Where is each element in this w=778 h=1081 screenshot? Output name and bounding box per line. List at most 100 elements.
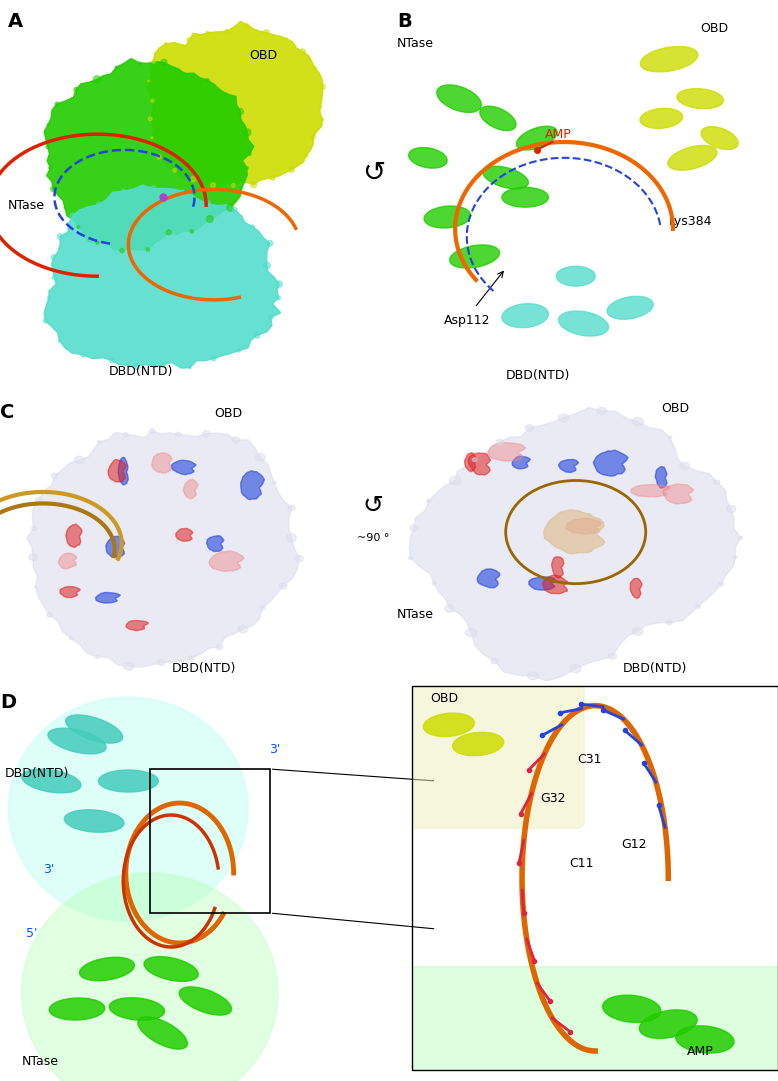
FancyBboxPatch shape xyxy=(405,679,584,828)
Circle shape xyxy=(260,605,265,610)
Circle shape xyxy=(151,186,156,191)
Circle shape xyxy=(77,226,79,228)
Circle shape xyxy=(432,582,436,585)
Circle shape xyxy=(491,658,498,664)
Polygon shape xyxy=(542,575,568,593)
Text: C31: C31 xyxy=(577,753,601,766)
Text: NTase: NTase xyxy=(8,199,45,212)
Circle shape xyxy=(311,135,315,139)
Text: DBD(NTD): DBD(NTD) xyxy=(506,369,570,382)
Ellipse shape xyxy=(98,770,159,792)
Ellipse shape xyxy=(517,126,557,150)
Text: NTase: NTase xyxy=(397,38,434,51)
Polygon shape xyxy=(559,459,578,472)
Circle shape xyxy=(188,656,194,660)
Circle shape xyxy=(47,123,49,125)
Polygon shape xyxy=(106,536,124,558)
Circle shape xyxy=(58,233,63,239)
Circle shape xyxy=(304,154,308,157)
Polygon shape xyxy=(566,518,601,534)
Circle shape xyxy=(110,358,114,363)
Circle shape xyxy=(134,363,140,370)
Ellipse shape xyxy=(603,996,661,1023)
Polygon shape xyxy=(468,453,491,475)
FancyBboxPatch shape xyxy=(405,966,778,1078)
Ellipse shape xyxy=(480,106,516,131)
Circle shape xyxy=(237,349,240,352)
Polygon shape xyxy=(58,553,77,569)
Ellipse shape xyxy=(436,85,482,112)
Circle shape xyxy=(55,102,58,106)
Ellipse shape xyxy=(65,810,124,832)
Ellipse shape xyxy=(502,304,548,328)
Polygon shape xyxy=(147,22,323,186)
Ellipse shape xyxy=(677,89,724,109)
Ellipse shape xyxy=(49,998,105,1020)
Circle shape xyxy=(166,230,171,235)
Circle shape xyxy=(410,525,418,531)
Polygon shape xyxy=(209,551,244,572)
Ellipse shape xyxy=(607,296,654,319)
Circle shape xyxy=(270,175,275,181)
Ellipse shape xyxy=(79,958,135,980)
Circle shape xyxy=(34,586,37,588)
Text: G32: G32 xyxy=(540,791,566,804)
Ellipse shape xyxy=(424,206,471,228)
Polygon shape xyxy=(44,185,281,368)
Circle shape xyxy=(251,225,254,228)
Text: NTase: NTase xyxy=(22,1055,58,1068)
Circle shape xyxy=(277,296,280,299)
Polygon shape xyxy=(631,484,670,497)
Polygon shape xyxy=(409,408,741,681)
Ellipse shape xyxy=(502,187,548,208)
Circle shape xyxy=(69,637,72,640)
Text: AMP: AMP xyxy=(686,1045,713,1058)
Circle shape xyxy=(255,453,265,462)
Circle shape xyxy=(254,332,260,338)
Circle shape xyxy=(161,59,167,66)
Circle shape xyxy=(161,363,166,366)
Circle shape xyxy=(35,497,42,503)
Polygon shape xyxy=(27,431,300,667)
Circle shape xyxy=(191,176,196,182)
Ellipse shape xyxy=(138,1017,187,1050)
Circle shape xyxy=(124,663,134,670)
Circle shape xyxy=(70,213,75,218)
Ellipse shape xyxy=(676,1026,734,1053)
Circle shape xyxy=(93,76,100,83)
Text: C: C xyxy=(0,403,14,423)
Circle shape xyxy=(64,206,66,209)
Circle shape xyxy=(289,166,294,172)
Circle shape xyxy=(211,183,216,188)
Polygon shape xyxy=(552,557,564,578)
Circle shape xyxy=(668,436,672,439)
Circle shape xyxy=(496,439,503,444)
Text: DBD(NTD): DBD(NTD) xyxy=(109,364,173,378)
Circle shape xyxy=(314,67,317,69)
Polygon shape xyxy=(544,510,605,553)
Polygon shape xyxy=(60,587,80,598)
Circle shape xyxy=(559,414,569,422)
Ellipse shape xyxy=(483,166,528,189)
Text: 3': 3' xyxy=(269,743,281,756)
Circle shape xyxy=(727,506,736,512)
Circle shape xyxy=(465,628,477,637)
Circle shape xyxy=(321,118,324,121)
Text: OBD: OBD xyxy=(661,402,689,415)
Text: Lys384: Lys384 xyxy=(669,215,713,228)
Circle shape xyxy=(216,644,223,650)
Polygon shape xyxy=(477,569,500,588)
Ellipse shape xyxy=(668,146,717,170)
Circle shape xyxy=(146,248,149,251)
Polygon shape xyxy=(126,620,149,630)
Circle shape xyxy=(244,129,251,136)
Circle shape xyxy=(74,88,78,92)
Ellipse shape xyxy=(144,957,198,982)
Ellipse shape xyxy=(453,732,503,756)
Ellipse shape xyxy=(408,147,447,169)
Circle shape xyxy=(288,505,295,511)
Polygon shape xyxy=(488,443,526,461)
Circle shape xyxy=(98,441,100,443)
Ellipse shape xyxy=(701,126,738,149)
Circle shape xyxy=(240,188,243,190)
